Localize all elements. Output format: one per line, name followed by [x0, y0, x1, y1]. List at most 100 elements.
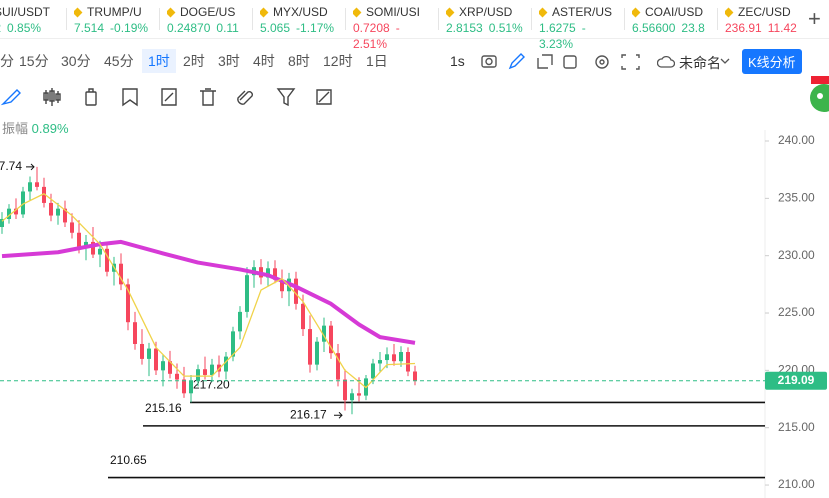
y-tick-label: 240.00 — [778, 133, 815, 147]
pen-tool[interactable] — [0, 89, 21, 106]
y-tick-label: 215.00 — [778, 420, 815, 434]
avatar — [810, 76, 829, 112]
last-price-box — [765, 371, 827, 390]
ticker[interactable]: TRUMP/U 7.514 -0.19% — [74, 4, 154, 36]
amplitude-label: 振幅 — [2, 121, 29, 136]
interval[interactable]: 1s — [450, 53, 465, 69]
timeframe[interactable]: 1时 — [142, 49, 176, 73]
candle-body — [280, 279, 284, 292]
timeframe[interactable]: 2时 — [183, 53, 205, 69]
ticker-change: -3.23% — [539, 21, 586, 51]
candle-body — [49, 202, 53, 216]
draw-icon[interactable] — [508, 53, 525, 70]
ticker-icon — [167, 7, 176, 18]
add-ticker[interactable]: + — [808, 6, 821, 31]
candle-body — [56, 208, 60, 216]
ticker-change: 0.51% — [488, 21, 523, 35]
ticker-price-row: 7.514 -0.19% — [74, 20, 154, 36]
candle-body — [322, 325, 326, 342]
ticker-separator — [438, 8, 439, 30]
timeframe[interactable]: 4时 — [253, 53, 275, 69]
timeframe[interactable]: 45分 — [104, 53, 134, 69]
amplitude-value: 0.89% — [31, 121, 69, 136]
drawing-toolbar — [0, 88, 332, 107]
ticker-price-row: 6.56600 23.8 — [632, 20, 712, 36]
ticker-price-row: 352 0.85% — [0, 20, 61, 36]
moving-average — [1, 239, 416, 345]
layout-name[interactable]: 未命名 — [679, 55, 721, 71]
ticker-name: DOGE/US — [180, 5, 236, 19]
candle-body — [294, 278, 298, 304]
ticker[interactable]: ASTER/US 1.6275 -3.23% — [539, 4, 619, 52]
candle-body — [182, 379, 186, 394]
save-icon[interactable] — [563, 55, 577, 69]
filter-tool[interactable] — [276, 88, 296, 107]
ticker-price: 6.56600 — [632, 21, 676, 35]
timeframe[interactable]: 1日 — [366, 53, 388, 69]
settings-icon[interactable] — [595, 55, 609, 69]
candle-body — [98, 248, 102, 255]
ticker[interactable]: ZEC/USD 236.91 11.42 — [725, 4, 805, 36]
candle-body — [399, 352, 403, 362]
ticker-price-row: 5.065 -1.17% — [260, 20, 340, 36]
ticker-change: 23.8 — [681, 21, 705, 35]
candle-body — [413, 371, 417, 381]
ticker-separator — [66, 8, 67, 30]
candle-body — [371, 363, 375, 379]
ticker-name-row: TRUMP/U — [74, 4, 154, 20]
crop-icon[interactable] — [537, 54, 553, 69]
bookmark-tool[interactable] — [122, 88, 138, 107]
ticker[interactable]: SOMI/USI 0.7208 -2.51% — [353, 4, 433, 52]
ticker[interactable]: MYX/USD 5.065 -1.17% — [260, 4, 340, 36]
timeframe[interactable]: 分 — [0, 53, 14, 69]
amplitude: 振幅 0.89% — [2, 118, 69, 137]
magnet-tool[interactable] — [237, 90, 253, 105]
last-price-label: 219.09 — [778, 373, 815, 387]
candle-body — [105, 248, 109, 272]
high-label: 237.74 — [0, 159, 22, 173]
ticker-icon — [260, 7, 269, 18]
ticker[interactable]: DOGE/US 0.24870 0.11 — [167, 4, 247, 36]
ticker-price-row: 0.7208 -2.51% — [353, 20, 433, 52]
ticker-price: 0.7208 — [353, 21, 390, 35]
ticker-name: ZEC/USD — [738, 5, 791, 19]
candle-body — [161, 361, 165, 371]
candle-body — [378, 360, 382, 364]
clip-tool[interactable] — [85, 91, 97, 106]
candle-body — [91, 241, 95, 255]
ticker-change: 0.11 — [216, 21, 239, 35]
low-label: 216.17 — [290, 407, 327, 421]
candle-body — [63, 208, 67, 223]
ticker[interactable]: SUI/USDT 352 0.85% — [0, 4, 61, 36]
camera-icon[interactable] — [481, 55, 497, 68]
ticker-change: 0.85% — [7, 21, 42, 35]
timeframe[interactable]: 30分 — [61, 53, 91, 69]
candle-body — [231, 331, 235, 357]
ticker-name: MYX/USD — [273, 5, 328, 19]
ticker-name: TRUMP/U — [87, 5, 142, 19]
ticker-icon — [353, 7, 362, 18]
delete-tool[interactable] — [200, 88, 216, 106]
edit-tool[interactable] — [161, 88, 177, 106]
divider — [0, 38, 829, 39]
candle-body — [392, 354, 396, 362]
ticker-price: 236.91 — [725, 21, 762, 35]
analysis-button[interactable]: K线分析 — [742, 49, 802, 74]
fullscreen-icon[interactable] — [621, 54, 640, 70]
timeframe[interactable]: 3时 — [218, 53, 240, 69]
candle-body — [119, 263, 123, 285]
ticker[interactable]: COAI/USD 6.56600 23.8 — [632, 4, 712, 36]
ticker-name-row: ZEC/USD — [725, 4, 805, 20]
timeframe[interactable]: 12时 — [323, 53, 353, 69]
timeframe[interactable]: 15分 — [19, 53, 49, 69]
ticker-name: XRP/USD — [459, 5, 513, 19]
timeframe[interactable]: 8时 — [288, 53, 310, 69]
candle-body — [21, 191, 25, 215]
candle-body — [210, 364, 214, 375]
candle-body — [203, 369, 207, 375]
candle-body — [357, 393, 361, 396]
ticker[interactable]: XRP/USD 2.8153 0.51% — [446, 4, 526, 36]
ticker-name-row: SUI/USDT — [0, 4, 61, 20]
ruler-tool[interactable] — [316, 89, 332, 105]
ticker-name-row: ASTER/US — [539, 4, 619, 20]
